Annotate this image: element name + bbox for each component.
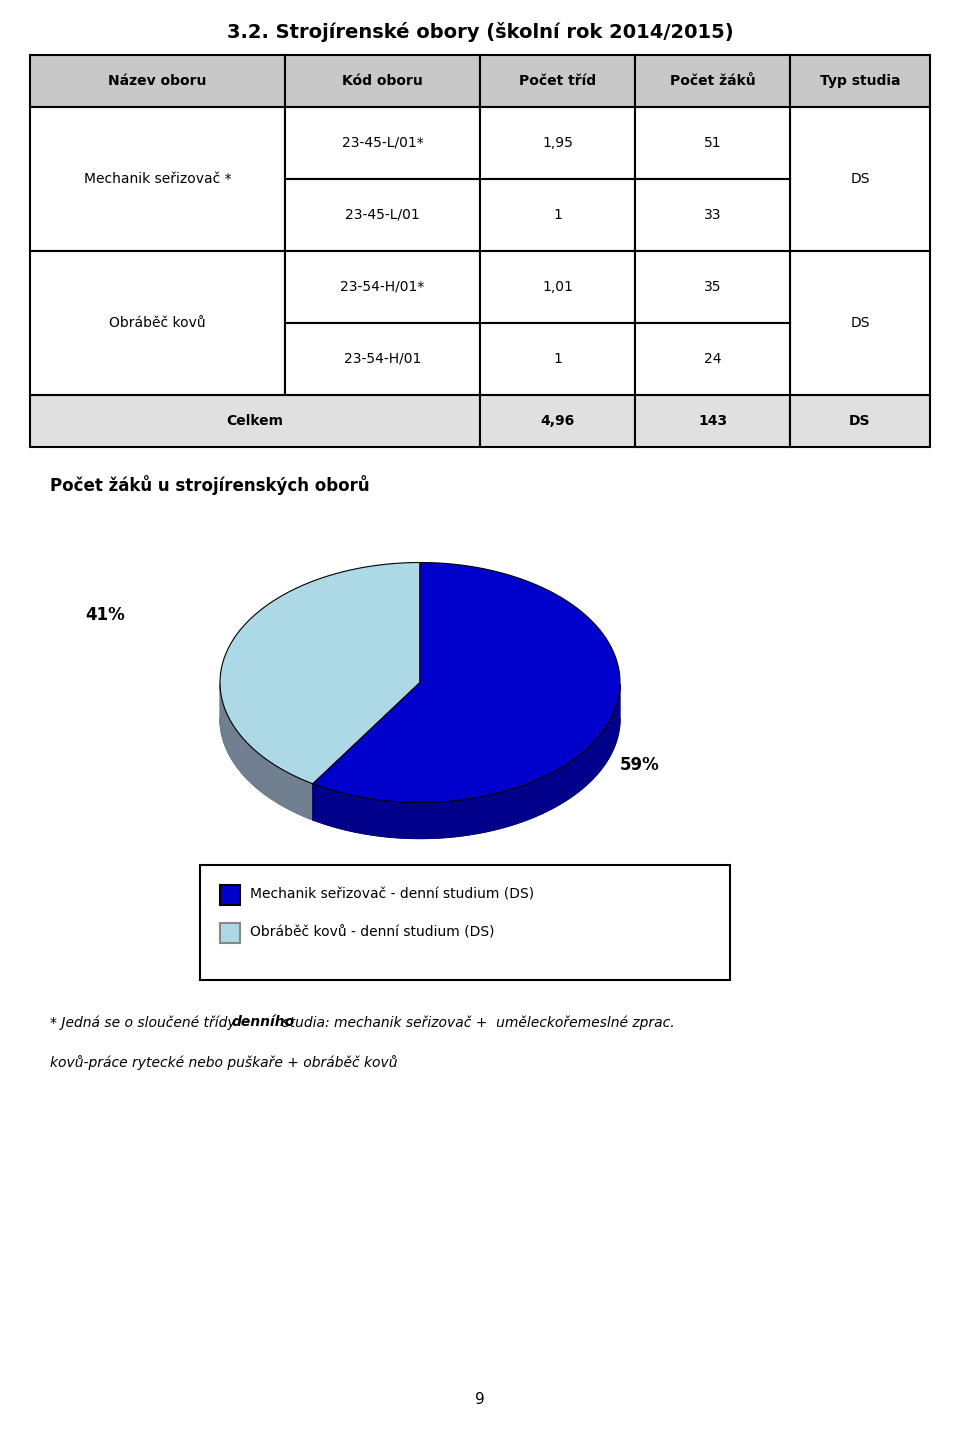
Text: Celkem: Celkem (227, 414, 283, 428)
Bar (285, 179, 480, 251)
Bar (285, 107, 480, 179)
Bar (480, 324, 635, 395)
Bar (30, 251, 285, 395)
Bar (285, 251, 480, 324)
Text: Typ studia: Typ studia (820, 74, 900, 87)
Text: 1: 1 (553, 352, 562, 367)
Text: 143: 143 (698, 414, 727, 428)
Bar (635, 395, 790, 447)
Text: 24: 24 (704, 352, 721, 367)
Text: 35: 35 (704, 281, 721, 294)
Bar (480, 54, 635, 107)
Text: 23-54-H/01: 23-54-H/01 (344, 352, 421, 367)
Bar (635, 251, 790, 324)
Text: Počet žáků u strojírenských oborů: Počet žáků u strojírenských oborů (50, 475, 370, 495)
Bar (200, 865, 730, 979)
Bar (790, 251, 930, 395)
Text: 59%: 59% (620, 756, 660, 775)
Text: 9: 9 (475, 1392, 485, 1408)
Bar (635, 107, 790, 179)
Bar (480, 251, 635, 324)
Bar (790, 54, 930, 107)
Bar (635, 324, 790, 395)
Text: Mechanik seřizovač - denní studium (DS): Mechanik seřizovač - denní studium (DS) (250, 888, 534, 902)
Text: 3.2. Strojírenské obory (školní rok 2014/2015): 3.2. Strojírenské obory (školní rok 2014… (227, 21, 733, 42)
Bar (790, 395, 930, 447)
Text: 23-54-H/01*: 23-54-H/01* (340, 281, 424, 294)
Bar (285, 54, 480, 107)
Text: 23-45-L/01: 23-45-L/01 (346, 208, 420, 222)
Text: Kód oboru: Kód oboru (342, 74, 422, 87)
Bar (220, 924, 240, 944)
Text: DS: DS (851, 316, 870, 329)
Bar (220, 885, 240, 905)
Text: kovů-práce rytecké nebo puškaře + obráběč kovů: kovů-práce rytecké nebo puškaře + obrábě… (50, 1055, 397, 1070)
Text: 23-45-L/01*: 23-45-L/01* (342, 136, 423, 150)
Bar (480, 179, 635, 251)
Polygon shape (313, 563, 620, 802)
Text: Název oboru: Název oboru (108, 74, 206, 87)
Text: Mechanik seřizovač *: Mechanik seřizovač * (84, 172, 231, 186)
Text: 1: 1 (553, 208, 562, 222)
Bar (635, 54, 790, 107)
Text: 51: 51 (704, 136, 721, 150)
Text: * Jedná se o sloučené třídy: * Jedná se o sloučené třídy (50, 1015, 240, 1030)
Text: denního: denního (232, 1015, 295, 1030)
Bar (480, 395, 635, 447)
Bar (30, 107, 285, 251)
Bar (790, 107, 930, 251)
Text: DS: DS (851, 172, 870, 186)
Text: 1,95: 1,95 (542, 136, 573, 150)
Polygon shape (313, 684, 620, 839)
Text: Obráběč kovů - denní studium (DS): Obráběč kovů - denní studium (DS) (250, 927, 494, 939)
Text: 1,01: 1,01 (542, 281, 573, 294)
Text: Počet tříd: Počet tříd (519, 74, 596, 87)
Bar (30, 395, 480, 447)
Text: Počet žáků: Počet žáků (670, 74, 756, 87)
Bar (480, 107, 635, 179)
Text: 41%: 41% (85, 606, 125, 624)
Text: studia: mechanik seřizovač +  uměleckořemeslné zprac.: studia: mechanik seřizovač + uměleckořem… (277, 1015, 674, 1030)
Bar (285, 324, 480, 395)
Polygon shape (220, 563, 420, 783)
Text: 33: 33 (704, 208, 721, 222)
Bar (635, 179, 790, 251)
Bar (30, 54, 285, 107)
Polygon shape (220, 683, 313, 819)
Text: Obráběč kovů: Obráběč kovů (109, 316, 205, 329)
Text: DS: DS (850, 414, 871, 428)
Text: 4,96: 4,96 (540, 414, 575, 428)
